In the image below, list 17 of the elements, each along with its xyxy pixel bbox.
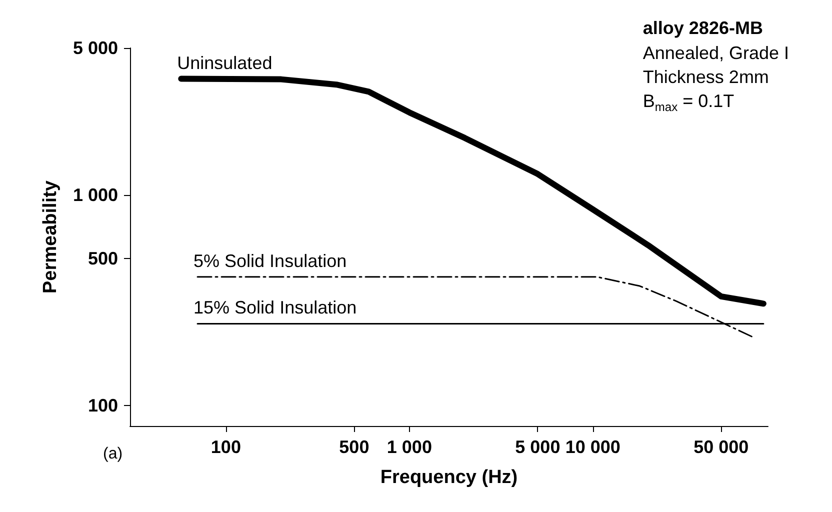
y-axis-title: Permeability xyxy=(40,180,61,294)
y-tick-label: 1 000 xyxy=(72,185,118,206)
x-tick-label: 1 000 xyxy=(386,437,432,457)
y-tick-label: 100 xyxy=(88,396,118,416)
series-label: 5% Solid Insulation xyxy=(194,250,347,271)
x-axis-title: Frequency (Hz) xyxy=(380,467,518,488)
series-label: 15% Solid Insulation xyxy=(194,298,357,318)
x-tick-label: 10 000 xyxy=(565,437,620,457)
chart-title: alloy 2826-MB xyxy=(642,18,763,38)
y-tick-label: 500 xyxy=(88,248,118,268)
x-tick-label: 100 xyxy=(210,437,241,457)
x-tick-label: 500 xyxy=(339,437,370,457)
x-tick-label: 5 000 xyxy=(515,437,560,457)
series-label: Uninsulated xyxy=(177,52,272,73)
y-tick-label: 5 000 xyxy=(72,38,118,58)
x-tick-label: 50 000 xyxy=(694,437,749,457)
text: (a) xyxy=(103,446,123,462)
